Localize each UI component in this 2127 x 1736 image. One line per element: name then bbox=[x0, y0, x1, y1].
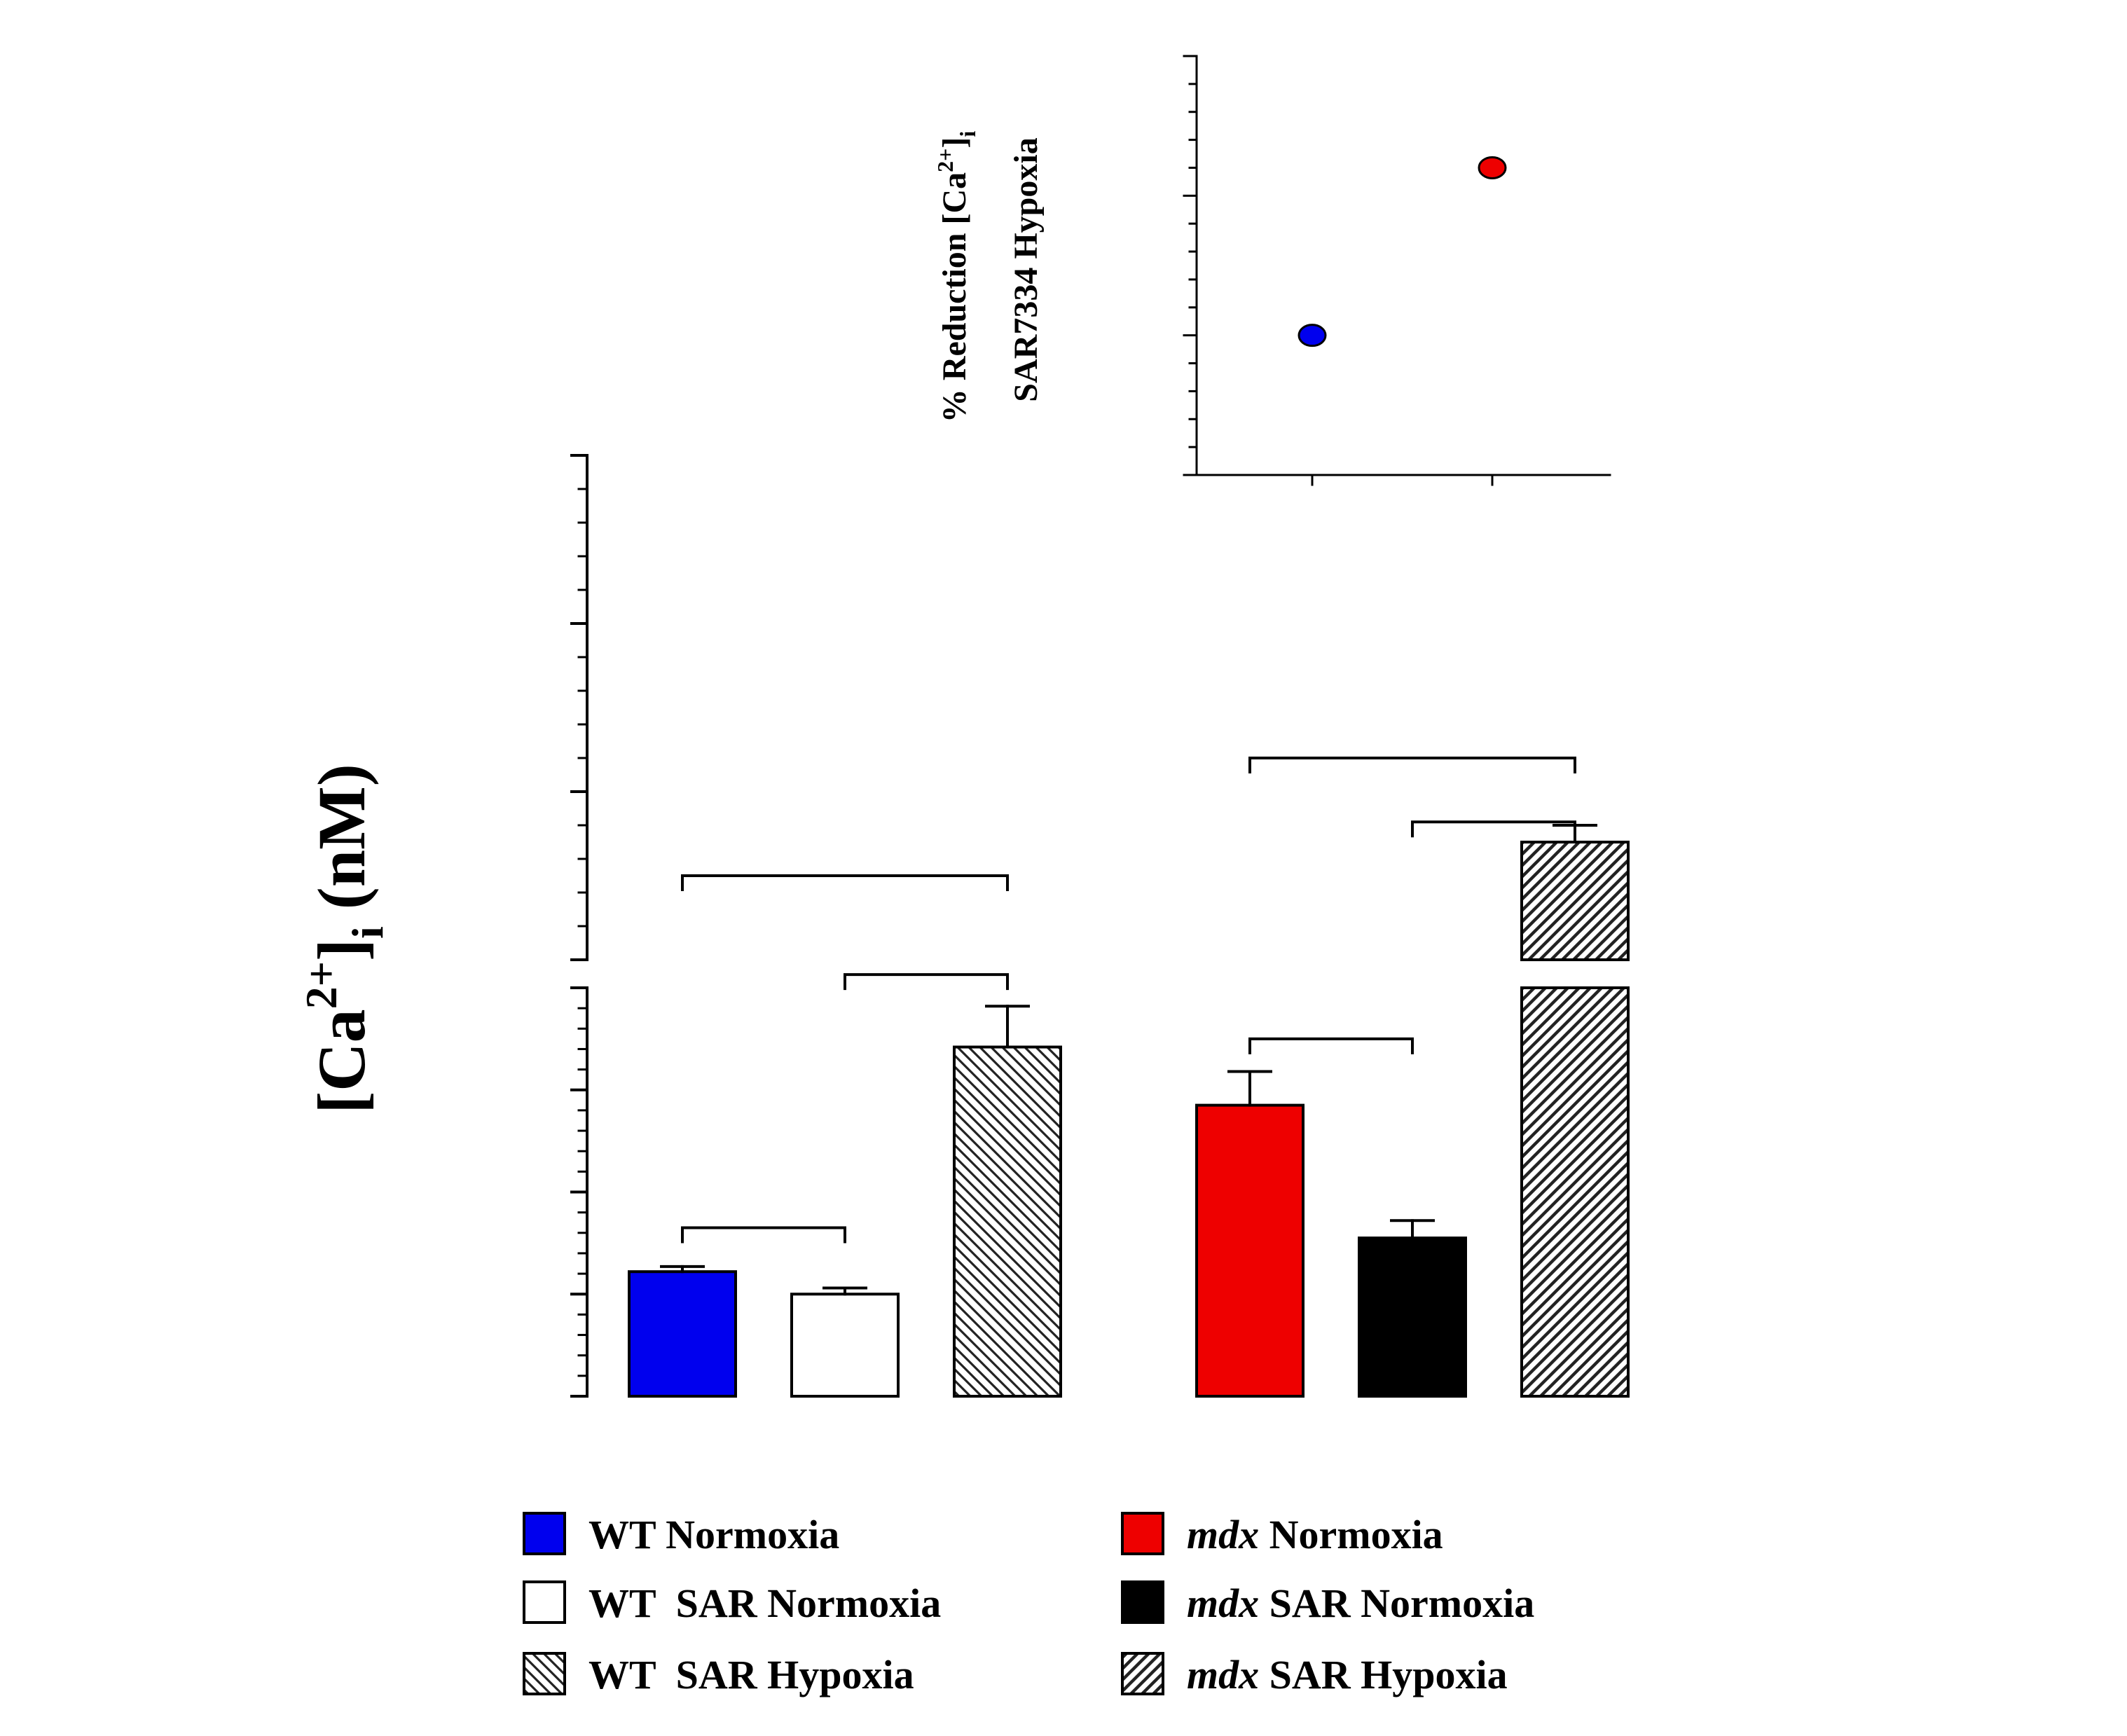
legend-label-prefix: WT bbox=[588, 1512, 656, 1557]
significance-bracket bbox=[1248, 1037, 1414, 1054]
legend-label-prefix: mdx bbox=[1187, 1512, 1259, 1557]
main-y-axis bbox=[570, 454, 588, 1398]
inset-y-axis-label-line2: SAR7334 Hypoxia bbox=[1007, 137, 1045, 401]
bar bbox=[953, 1045, 1062, 1398]
legend-label-text: Normoxia bbox=[656, 1512, 840, 1557]
legend-swatch bbox=[1121, 1580, 1164, 1624]
legend-label: WT SAR Hypoxia bbox=[588, 1652, 914, 1697]
significance-bracket bbox=[681, 1226, 846, 1244]
bar bbox=[1520, 986, 1630, 1398]
legend-swatch bbox=[523, 1580, 566, 1624]
legend-label-prefix: mdx bbox=[1187, 1580, 1259, 1626]
significance-bracket bbox=[844, 973, 1009, 991]
significance-brackets bbox=[681, 757, 1576, 1244]
legend-label-prefix: mdx bbox=[1187, 1652, 1259, 1697]
legend-label: WT SAR Normoxia bbox=[588, 1580, 941, 1626]
main-bar-chart: [Ca2+]i (nM) bbox=[296, 454, 1630, 1398]
significance-bracket bbox=[1248, 757, 1576, 773]
legend-label: mdx Normoxia bbox=[1187, 1512, 1443, 1557]
significance-bracket bbox=[1411, 820, 1576, 838]
significance-bracket bbox=[681, 874, 1009, 891]
legend-label-text: SAR Hypoxia bbox=[656, 1652, 914, 1697]
legend-label: WT Normoxia bbox=[588, 1512, 839, 1557]
legend-label-prefix: WT bbox=[588, 1580, 656, 1626]
inset-point bbox=[1478, 156, 1507, 179]
legend-swatch bbox=[523, 1512, 566, 1555]
main-y-axis-label: [Ca2+]i (nM) bbox=[296, 764, 392, 1113]
bar bbox=[790, 1293, 900, 1398]
legend-label: mdx SAR Normoxia bbox=[1187, 1580, 1534, 1626]
legend-swatch bbox=[1121, 1652, 1164, 1695]
legend-label: mdx SAR Hypoxia bbox=[1187, 1652, 1508, 1697]
inset-axes bbox=[1183, 55, 1611, 486]
bar bbox=[1195, 1103, 1305, 1398]
legend-label-text: SAR Hypoxia bbox=[1259, 1652, 1508, 1697]
bar bbox=[628, 1270, 737, 1398]
legend-label-text: SAR Normoxia bbox=[1259, 1580, 1534, 1626]
inset-scatter-chart: % Reduction [Ca2+]i SAR7334 Hypoxia bbox=[932, 55, 1611, 486]
inset-y-axis-label-line1: % Reduction [Ca2+]i bbox=[932, 131, 980, 423]
legend-swatch bbox=[523, 1652, 566, 1695]
inset-point bbox=[1297, 324, 1327, 347]
bar bbox=[1358, 1236, 1467, 1398]
main-bars bbox=[628, 824, 1630, 1398]
legend-label-text: SAR Normoxia bbox=[656, 1580, 942, 1626]
inset-points bbox=[1297, 156, 1507, 347]
legend-label-prefix: WT bbox=[588, 1652, 656, 1697]
legend-label-text: Normoxia bbox=[1259, 1512, 1443, 1557]
bar-upper-segment bbox=[1520, 841, 1630, 961]
legend-swatch bbox=[1121, 1512, 1164, 1555]
